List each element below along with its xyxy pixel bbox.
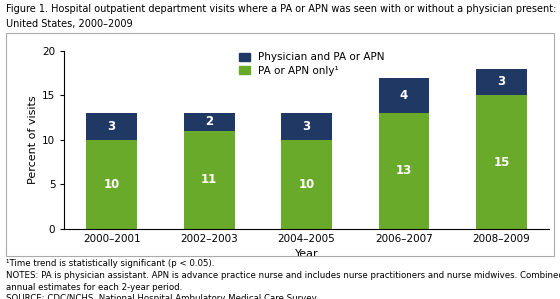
Text: ¹Time trend is statistically significant (p < 0.05).: ¹Time trend is statistically significant… xyxy=(6,259,214,268)
Text: 3: 3 xyxy=(108,120,116,133)
Bar xyxy=(184,113,235,131)
Text: NOTES: PA is physician assistant. APN is advance practice nurse and includes nur: NOTES: PA is physician assistant. APN is… xyxy=(6,271,560,280)
Text: 15: 15 xyxy=(493,155,510,169)
Text: United States, 2000–2009: United States, 2000–2009 xyxy=(6,19,132,29)
Y-axis label: Percent of visits: Percent of visits xyxy=(28,95,38,184)
Bar xyxy=(379,77,430,113)
Text: 2: 2 xyxy=(205,115,213,129)
Bar xyxy=(281,140,332,229)
Text: SOURCE: CDC/NCHS, National Hospital Ambulatory Medical Care Survey.: SOURCE: CDC/NCHS, National Hospital Ambu… xyxy=(6,294,318,299)
Legend: Physician and PA or APN, PA or APN only¹: Physician and PA or APN, PA or APN only¹ xyxy=(239,53,384,76)
Bar xyxy=(86,140,137,229)
X-axis label: Year: Year xyxy=(295,249,319,259)
Text: annual estimates for each 2-year period.: annual estimates for each 2-year period. xyxy=(6,283,182,292)
Text: 10: 10 xyxy=(298,178,315,191)
Bar xyxy=(379,113,430,229)
Bar xyxy=(86,113,137,140)
Text: 13: 13 xyxy=(396,164,412,177)
Text: 3: 3 xyxy=(302,120,311,133)
Text: 3: 3 xyxy=(497,75,506,89)
Bar xyxy=(184,131,235,229)
Bar xyxy=(281,113,332,140)
Bar xyxy=(476,69,527,95)
Text: 10: 10 xyxy=(104,178,120,191)
Text: 11: 11 xyxy=(201,173,217,186)
Text: 4: 4 xyxy=(400,89,408,102)
Text: Figure 1. Hospital outpatient department visits where a PA or APN was seen with : Figure 1. Hospital outpatient department… xyxy=(6,4,556,14)
Bar xyxy=(476,95,527,229)
